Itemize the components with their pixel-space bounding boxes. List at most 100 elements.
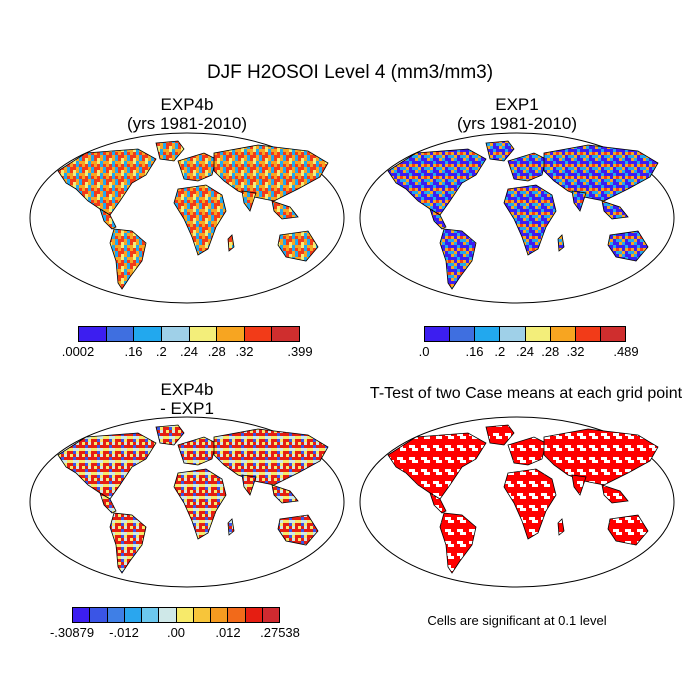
panel-title-diff: EXP4b - EXP1	[28, 380, 346, 418]
map-ttest	[358, 415, 676, 589]
continent-central-america	[99, 492, 117, 514]
colorbar-tick-label: .28	[541, 344, 560, 359]
continent-southeast-asia	[271, 484, 299, 504]
colorbar-swatch	[106, 327, 135, 341]
continent-north-america	[387, 432, 487, 500]
continent-europe	[177, 152, 217, 182]
continent-asia	[543, 144, 659, 202]
colorbar-swatch	[161, 327, 190, 341]
continent-australia	[607, 514, 649, 546]
map-diff	[28, 415, 346, 589]
continent-greenland	[485, 140, 515, 162]
continent-central-america	[99, 208, 117, 230]
continent-madagascar	[557, 234, 565, 252]
colorbar-swatch	[176, 608, 194, 622]
continent-australia	[277, 230, 319, 262]
colorbar-tick-label: .2	[494, 344, 506, 359]
continent-australia	[607, 230, 649, 262]
continent-north-america	[57, 148, 157, 216]
map-exp4b	[28, 131, 346, 305]
continent-north-america	[387, 148, 487, 216]
colorbar-swatch	[525, 327, 551, 341]
significance-note: Cells are significant at 0.1 level	[427, 613, 607, 628]
colorbar-tick-label: .28	[207, 344, 226, 359]
panel-title-exp4b-line1: EXP4b	[160, 95, 214, 114]
colorbar-swatch	[475, 327, 501, 341]
colorbar-swatch	[272, 327, 299, 341]
colorbar-tick-label: .489	[613, 344, 639, 359]
colorbar-tick-label: .0002	[61, 344, 95, 359]
colorbar-tick-label: .16	[124, 344, 143, 359]
colorbar-swatch	[575, 327, 601, 341]
colorbar-tick-label: .24	[179, 344, 199, 359]
map-exp1	[358, 131, 676, 305]
panel-title-exp1-line1: EXP1	[495, 95, 539, 114]
colorbar-swatch	[79, 327, 107, 341]
continent-africa	[503, 184, 557, 256]
panel-title-exp1-line2: (yrs 1981-2010)	[456, 114, 577, 133]
colorbar-swatch	[217, 327, 245, 341]
colorbar-swatch	[211, 608, 229, 622]
continent-south-america	[439, 512, 477, 574]
continent-india	[241, 474, 257, 496]
continent-southeast-asia	[601, 484, 629, 504]
colorbar-diff	[72, 607, 280, 623]
continent-india	[571, 474, 587, 496]
panel-title-ttest: T-Test of two Case means at each grid po…	[369, 385, 683, 402]
continent-europe	[177, 436, 217, 466]
colorbar-swatch	[228, 608, 246, 622]
colorbar-tick-label: .2	[155, 344, 167, 359]
colorbar-swatch	[142, 608, 160, 622]
continent-africa	[173, 184, 227, 256]
panel-title-diff-line2: - EXP1	[160, 399, 214, 418]
colorbar-swatch	[244, 327, 273, 341]
continent-greenland	[485, 424, 515, 446]
continent-africa	[503, 468, 557, 540]
continent-greenland	[155, 140, 185, 162]
colorbar-swatch	[262, 608, 279, 622]
colorbar-swatch	[73, 608, 91, 622]
panel-title-exp1: EXP1 (yrs 1981-2010)	[358, 95, 676, 133]
colorbar-tick-label: .00	[166, 625, 186, 640]
colorbar-tick-label: .24	[515, 344, 535, 359]
continent-asia	[543, 428, 659, 486]
continent-south-america	[109, 512, 147, 574]
continent-europe	[507, 436, 547, 466]
colorbar-exp4b-labels: .0002 .16 .2 .24 .28 .32 .399	[62, 344, 313, 360]
continent-southeast-asia	[601, 200, 629, 220]
panel-title-exp4b-line2: (yrs 1981-2010)	[126, 114, 247, 133]
colorbar-swatch	[90, 608, 108, 622]
colorbar-swatch	[425, 327, 451, 341]
figure-title: DJF H2OSOI Level 4 (mm3/mm3)	[206, 62, 494, 83]
colorbar-exp1	[424, 326, 626, 342]
colorbar-swatch	[193, 608, 211, 622]
colorbar-swatch	[450, 327, 476, 341]
colorbar-swatch	[189, 327, 218, 341]
colorbar-tick-label: .27538	[260, 625, 300, 640]
continent-madagascar	[227, 234, 235, 252]
colorbar-swatch	[159, 608, 177, 622]
colorbar-diff-labels: -.30879 -.012 .00 .012 .27538	[50, 625, 300, 641]
colorbar-swatch	[600, 327, 625, 341]
continent-europe	[507, 152, 547, 182]
colorbar-swatch	[107, 608, 125, 622]
continent-central-america	[429, 208, 447, 230]
continent-india	[571, 190, 587, 212]
continent-africa	[173, 468, 227, 540]
continent-india	[241, 190, 257, 212]
continent-southeast-asia	[271, 200, 299, 220]
continent-greenland	[155, 424, 185, 446]
colorbar-exp4b	[78, 326, 300, 342]
colorbar-swatch	[134, 327, 162, 341]
continent-central-america	[429, 492, 447, 514]
colorbar-tick-label: .399	[287, 344, 313, 359]
colorbar-tick-label: -.30879	[49, 625, 95, 640]
colorbar-tick-label: .012	[215, 625, 241, 640]
colorbar-tick-label: .32	[566, 344, 585, 359]
colorbar-tick-label: .32	[235, 344, 254, 359]
continent-asia	[213, 428, 329, 486]
continent-north-america	[57, 432, 157, 500]
continent-asia	[213, 144, 329, 202]
colorbar-tick-label: .16	[465, 344, 484, 359]
colorbar-swatch	[550, 327, 576, 341]
